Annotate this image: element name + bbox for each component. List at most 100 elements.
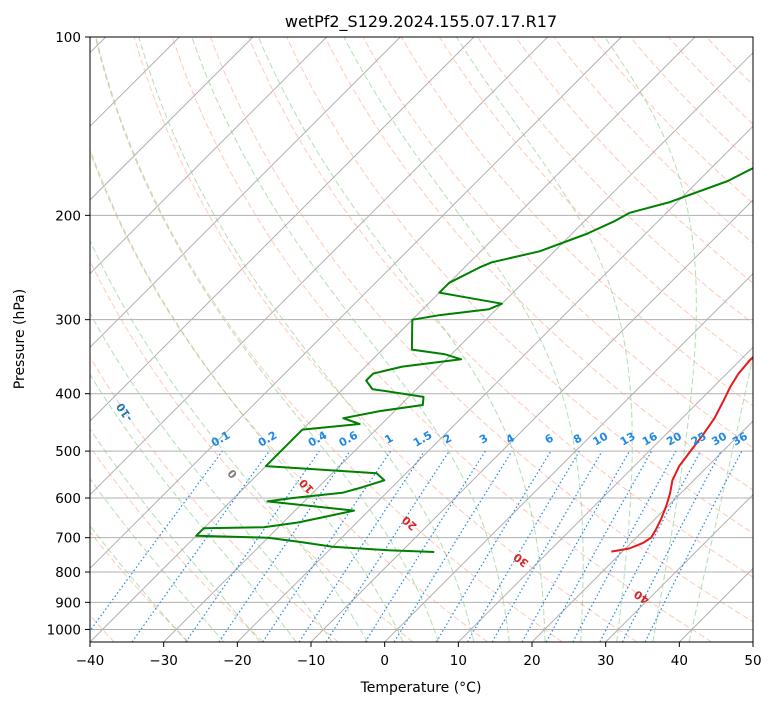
moist-adiabat <box>604 37 697 642</box>
mixing-ratio-label: 3 <box>477 432 490 447</box>
isotherm-line <box>384 272 753 642</box>
mixing-ratio-line <box>521 450 631 642</box>
y-tick-label: 1000 <box>47 622 81 638</box>
dry-adiabat <box>706 37 753 86</box>
dry-adiabat <box>90 150 488 642</box>
isotherm-line <box>310 199 753 642</box>
dry-adiabat-label: -10 <box>114 400 136 424</box>
moist-adiabat <box>257 37 546 642</box>
x-tick-label: 20 <box>523 653 540 669</box>
x-tick-label: 40 <box>671 653 688 669</box>
moist-adiabat <box>688 353 753 642</box>
dry-adiabat <box>400 37 753 407</box>
mixing-ratio-line <box>90 450 223 632</box>
mixing-ratio-line <box>545 450 653 642</box>
mixing-ratio-line <box>185 450 320 642</box>
isotherm-line <box>531 420 753 642</box>
x-tick-label: 30 <box>597 653 614 669</box>
x-tick-label: 0 <box>380 653 389 669</box>
mixing-ratio-line <box>644 450 743 642</box>
dewpoint-profile-line <box>195 166 753 553</box>
chart-title: wetPf2_S129.2024.155.07.17.R17 <box>285 12 557 32</box>
y-tick-label: 500 <box>55 444 81 460</box>
dry-adiabat <box>668 37 753 125</box>
dry-adiabat <box>438 37 753 366</box>
mixing-ratio-label: 0.6 <box>337 428 361 449</box>
x-tick-label: −20 <box>223 653 252 669</box>
dry-adiabat <box>248 37 753 578</box>
dry-adiabat <box>95 37 563 642</box>
isotherm-line <box>90 37 622 570</box>
moist-adiabat <box>90 147 404 642</box>
moist-adiabat <box>90 427 261 642</box>
y-tick-label: 900 <box>55 595 81 611</box>
moist-adiabat <box>90 239 369 642</box>
y-tick-label: 400 <box>55 387 81 403</box>
dry-adiabat <box>210 37 753 623</box>
mixing-ratio-line <box>572 450 677 642</box>
x-tick-label: 50 <box>744 653 761 669</box>
mixing-ratio-label: 20 <box>664 429 684 448</box>
line-labels-layer: -100-90-80-70-60-50-40-30-20-10010203040… <box>34 363 751 607</box>
dry-adiabat <box>515 37 753 284</box>
isotherm-line <box>90 37 328 275</box>
mixing-ratio-label: 4 <box>504 431 517 446</box>
mixing-ratio-label: 1.5 <box>411 429 434 450</box>
axes-layer: −40 −30 −20 −10 0 10 20 30 40 5010020030040050060… <box>47 30 762 669</box>
series-layer <box>195 166 753 553</box>
isotherm-line <box>752 641 753 642</box>
y-tick-label: 800 <box>55 565 81 581</box>
isotherm-line <box>236 125 753 642</box>
dry-adiabat-label: 30 <box>511 550 531 570</box>
mixing-ratio-line <box>599 450 702 642</box>
mixing-ratio-line <box>325 450 450 642</box>
plot-frame <box>89 36 754 643</box>
dry-adiabat-label: -20 <box>34 363 55 387</box>
y-tick-label: 700 <box>55 531 81 547</box>
mixing-ratio-line <box>298 450 425 642</box>
mixing-ratio-label: 6 <box>543 431 556 446</box>
x-tick-label: −40 <box>76 653 105 669</box>
mixing-ratio-label: 0.2 <box>256 429 279 450</box>
y-tick-label: 200 <box>55 208 81 224</box>
dry-adiabat <box>133 37 638 642</box>
isotherm-line <box>90 37 401 349</box>
dry-adiabat <box>553 37 753 244</box>
mixing-ratio-label: 2 <box>441 432 454 447</box>
dry-adiabat-label: 40 <box>631 587 651 607</box>
dry-adiabat <box>90 445 264 642</box>
mixing-ratio-label: 10 <box>591 429 611 448</box>
isotherm-line <box>90 37 254 201</box>
isotherm-line <box>457 346 753 642</box>
x-tick-label: −30 <box>149 653 178 669</box>
mixing-ratio-label: 30 <box>709 429 729 448</box>
mixing-ratio-label: 13 <box>618 430 638 449</box>
dry-adiabat <box>90 356 339 642</box>
moist-adiabat <box>90 373 297 642</box>
dry-adiabat <box>90 259 414 642</box>
moist-adiabat <box>90 477 225 642</box>
moist-adiabat <box>94 37 439 642</box>
x-tick-label: 10 <box>450 653 467 669</box>
isotherm-line <box>90 37 549 496</box>
grid-layer <box>90 37 753 642</box>
moist-adiabat <box>138 37 475 642</box>
isotherm-line <box>678 567 753 642</box>
mixing-ratio-label: 16 <box>640 429 660 448</box>
isotherm-line <box>605 493 753 642</box>
dry-adiabat <box>591 37 753 204</box>
moist-adiabat <box>90 525 188 642</box>
temperature-profile-line <box>611 356 753 553</box>
isotherm-line <box>90 37 696 642</box>
mixing-ratio-line <box>393 450 513 642</box>
mixing-ratio-line <box>131 450 270 642</box>
y-tick-label: 300 <box>55 313 81 329</box>
mixing-ratio-line <box>435 450 552 642</box>
y-axis-label: Pressure (hPa) <box>12 289 28 389</box>
y-tick-label: 600 <box>55 491 81 507</box>
y-tick-label: 100 <box>55 30 81 46</box>
mixing-ratio-label: 1 <box>382 432 395 447</box>
mixing-ratio-line <box>218 450 351 642</box>
isotherm-line <box>163 51 753 642</box>
